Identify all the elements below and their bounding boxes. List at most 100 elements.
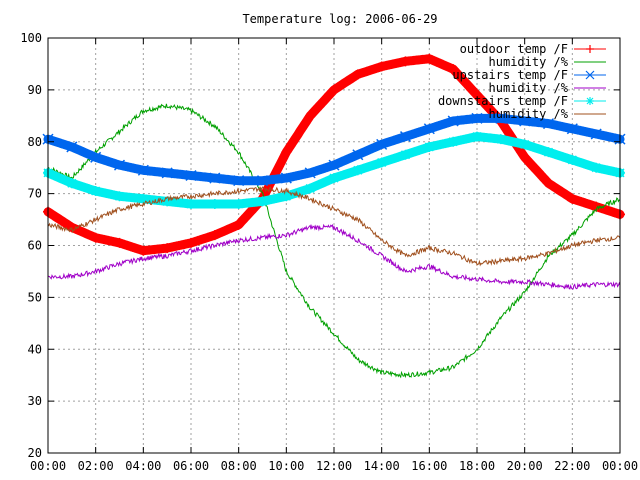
x-tick-label: 08:00 [221, 459, 257, 473]
data-point [186, 237, 196, 248]
data-point [328, 159, 340, 171]
data-point [66, 141, 78, 153]
series-line [47, 186, 621, 267]
series-2 [42, 112, 626, 187]
x-tick-label: 00:00 [30, 459, 66, 473]
series-line [47, 223, 621, 290]
legend-label: humidity /% [489, 107, 569, 121]
data-point [495, 112, 507, 124]
data-point [567, 154, 578, 165]
y-tick-label: 30 [28, 394, 42, 408]
grid-lines [48, 38, 620, 453]
data-point [137, 164, 149, 176]
series-1 [48, 103, 621, 379]
series-layer [42, 53, 626, 379]
data-point [566, 123, 578, 135]
data-point [399, 131, 412, 143]
data-point [113, 159, 126, 171]
data-point [138, 193, 149, 204]
data-point [329, 173, 339, 184]
y-tick-label: 90 [28, 83, 42, 97]
y-tick-label: 60 [28, 239, 42, 253]
legend-label: upstairs temp /F [452, 68, 568, 82]
data-point [543, 178, 554, 189]
data-point [424, 141, 435, 152]
series-4 [43, 131, 625, 209]
x-tick-label: 04:00 [125, 459, 161, 473]
x-tick-label: 12:00 [316, 459, 352, 473]
data-point [519, 152, 530, 163]
y-tick-label: 20 [28, 446, 42, 460]
legend-entry: humidity /% [489, 107, 606, 121]
legend-marker [586, 45, 594, 53]
series-3 [47, 223, 621, 290]
data-point [209, 199, 220, 209]
legend-label: outdoor temp /F [460, 42, 568, 56]
x-tick-label: 14:00 [364, 459, 400, 473]
data-point [376, 157, 387, 168]
data-point [233, 199, 244, 209]
x-tick-label: 06:00 [173, 459, 209, 473]
data-point [162, 196, 173, 207]
axis-ticks: 20 30 40 50 60 70 80 90 100 00:00 02:00 04:00 06:00 0… [20, 31, 638, 473]
data-point [233, 175, 245, 187]
data-point [352, 69, 363, 80]
data-point [424, 53, 435, 64]
x-tick-label: 00:00 [602, 459, 638, 473]
data-point [161, 167, 173, 179]
data-point [472, 131, 482, 142]
data-point [448, 136, 459, 147]
data-point [90, 151, 102, 163]
data-point [162, 243, 173, 254]
legend-label: downstairs temp /F [438, 94, 568, 108]
data-point [305, 183, 316, 194]
legend-label: humidity /% [489, 81, 569, 95]
data-point [519, 139, 530, 150]
chart-title: Temperature log: 2006-06-29 [242, 12, 437, 26]
data-point [281, 191, 292, 202]
data-point [305, 110, 316, 121]
legend-entry: humidity /% [489, 55, 606, 69]
data-point [472, 90, 482, 101]
data-point [185, 169, 197, 181]
data-point [114, 191, 125, 202]
data-point [209, 230, 220, 241]
x-tick-label: 10:00 [268, 459, 304, 473]
series-5 [47, 186, 621, 267]
data-point [138, 245, 149, 256]
data-point [542, 118, 555, 130]
data-point [423, 123, 435, 135]
y-tick-label: 40 [28, 342, 42, 356]
data-point [352, 149, 364, 161]
legend-label: humidity /% [489, 55, 569, 69]
legend-marker [585, 70, 595, 80]
data-point [114, 237, 125, 248]
data-point [567, 193, 578, 204]
legend-entry: outdoor temp /F [460, 42, 606, 56]
y-tick-label: 50 [28, 290, 42, 304]
x-tick-label: 18:00 [459, 459, 495, 473]
data-point [280, 172, 292, 184]
data-point [256, 175, 269, 187]
data-point [329, 84, 339, 95]
data-point [495, 134, 506, 145]
data-point [448, 64, 459, 75]
data-point [281, 147, 292, 158]
x-tick-label: 02:00 [78, 459, 114, 473]
data-point [471, 112, 483, 124]
legend-entry: downstairs temp /F [438, 94, 606, 108]
data-point [376, 138, 388, 150]
data-point [519, 115, 531, 127]
x-tick-label: 22:00 [554, 459, 590, 473]
data-point [304, 167, 316, 179]
data-point [352, 165, 363, 176]
data-point [90, 186, 101, 197]
data-point [257, 196, 268, 207]
data-point [376, 61, 387, 72]
y-tick-label: 80 [28, 135, 42, 149]
series-line [48, 103, 621, 379]
data-point [591, 162, 602, 173]
y-tick-label: 70 [28, 187, 42, 201]
